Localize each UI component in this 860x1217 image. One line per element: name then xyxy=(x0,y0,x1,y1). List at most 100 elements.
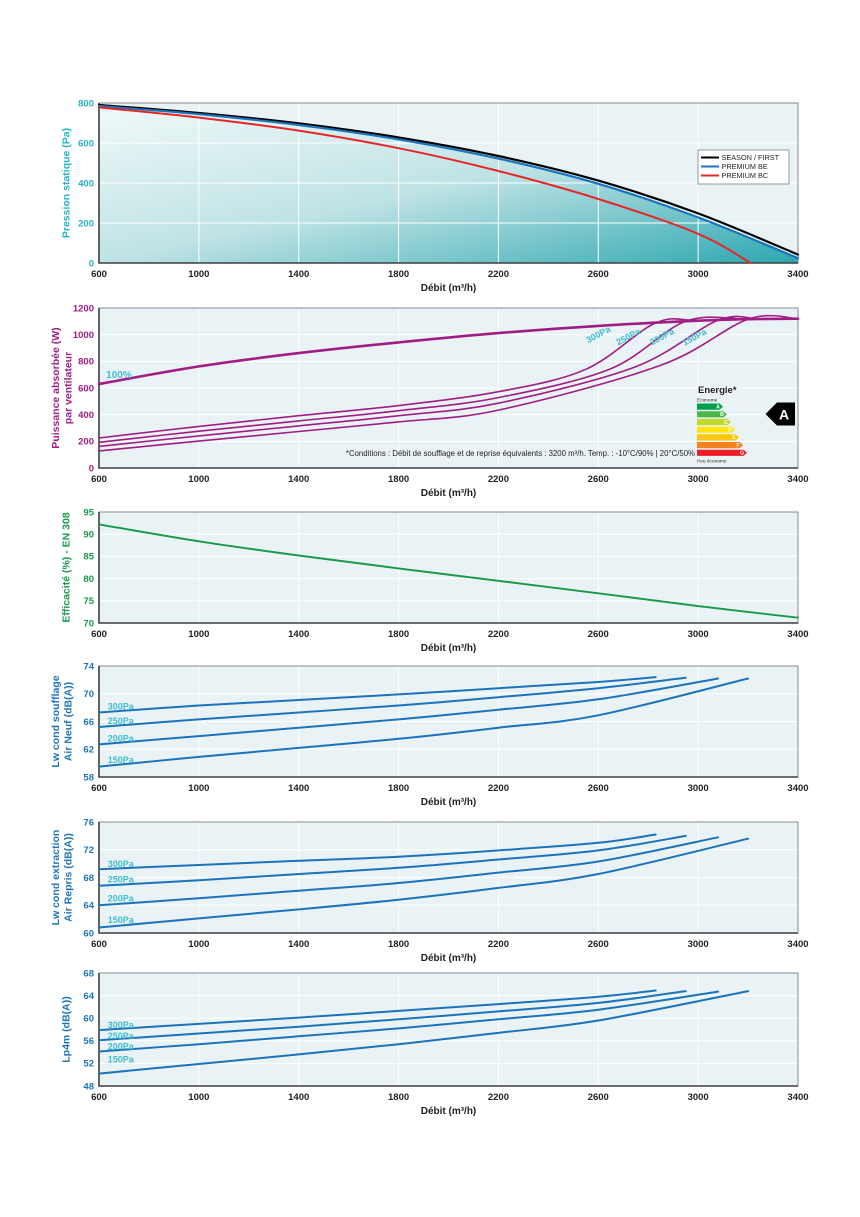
x-tick-label: 1400 xyxy=(288,269,309,280)
conditions-note: *Conditions : Débit de soufflage et de r… xyxy=(346,449,695,458)
y-tick-label: 52 xyxy=(83,1059,94,1070)
x-tick-label: 1800 xyxy=(388,783,409,794)
x-tick-label: 600 xyxy=(91,783,107,794)
x-tick-label: 600 xyxy=(91,474,107,485)
series-300pa xyxy=(98,833,657,871)
series-250pa xyxy=(98,834,687,887)
curve-label: 250Pa xyxy=(108,716,135,726)
x-axis-title: Débit (m³/h) xyxy=(421,1106,477,1117)
series-150pa xyxy=(98,677,750,768)
axis-lines xyxy=(98,973,798,1087)
y-tick-label: 60 xyxy=(83,928,94,939)
axis-lines xyxy=(98,103,798,264)
energy-grade-bar-d xyxy=(697,426,735,433)
y-tick-label: 66 xyxy=(83,717,94,728)
y-tick-label: 48 xyxy=(83,1081,94,1092)
y-tick-label: 68 xyxy=(83,968,94,979)
y-tick-label: 400 xyxy=(78,178,94,189)
y-axis-title: Efficacité (%) - EN 308 xyxy=(61,512,73,622)
y-tick-label: 76 xyxy=(83,817,94,828)
x-tick-label: 1400 xyxy=(288,783,309,794)
plot-background xyxy=(99,973,798,1086)
y-tick-label: 68 xyxy=(83,873,94,884)
x-tick-label: 1400 xyxy=(288,1092,309,1103)
x-tick-label: 2200 xyxy=(488,474,509,485)
x-tick-label: 1800 xyxy=(388,939,409,950)
energy-grade-letter-f: F xyxy=(736,443,739,449)
y-axis-title: Puissance absorbée (W) xyxy=(50,327,62,448)
series-premium-bc xyxy=(98,106,752,264)
y-tick-label: 80 xyxy=(83,574,94,585)
energy-rating-letter: A xyxy=(779,406,789,422)
energy-scale-top: Econome xyxy=(697,398,718,404)
x-tick-label: 3000 xyxy=(688,629,709,640)
energy-title: Energie* xyxy=(698,385,737,396)
x-tick-label: 2200 xyxy=(488,629,509,640)
series-premium-be xyxy=(97,104,800,260)
x-tick-label: 3000 xyxy=(688,939,709,950)
x-tick-label: 2600 xyxy=(588,474,609,485)
curve-label: 100% xyxy=(106,370,132,381)
x-tick-label: 1000 xyxy=(188,1092,209,1103)
series-250pa xyxy=(98,990,687,1042)
y-tick-label: 0 xyxy=(89,258,94,269)
curve-label: 250Pa xyxy=(108,1031,135,1041)
y-tick-label: 62 xyxy=(83,745,94,756)
x-tick-label: 600 xyxy=(91,269,107,280)
y-tick-label: 0 xyxy=(89,463,94,474)
x-tick-label: 3400 xyxy=(787,629,808,640)
axis-lines xyxy=(98,512,798,624)
energy-grade-letter-g: G xyxy=(740,451,744,457)
y-tick-label: 58 xyxy=(83,772,94,783)
curve-label: 300Pa xyxy=(108,701,135,711)
energy-grade-bar-e xyxy=(697,434,739,441)
axis-lines xyxy=(98,822,798,934)
x-axis-title: Débit (m³/h) xyxy=(421,953,477,964)
series-300pa xyxy=(98,676,657,714)
x-tick-label: 1000 xyxy=(188,629,209,640)
curve-label: 250Pa xyxy=(108,875,135,885)
x-tick-label: 3000 xyxy=(688,1092,709,1103)
x-tick-label: 3400 xyxy=(787,1092,808,1103)
curve-label: 300Pa xyxy=(108,1020,135,1030)
y-axis-title: Air Neuf (dB(A)) xyxy=(63,682,75,761)
chart-lw-cond-extraction: 60 64 68 72 76 600 1000 1400 1800 2200 2600 3000 340… xyxy=(50,817,808,964)
x-tick-label: 2200 xyxy=(488,269,509,280)
y-tick-label: 74 xyxy=(83,661,94,672)
x-tick-label: 600 xyxy=(91,629,107,640)
y-axis-title: par ventilateur xyxy=(63,352,75,424)
curve-label: 200Pa xyxy=(108,1042,135,1052)
legend-label: PREMIUM BE xyxy=(722,162,768,171)
x-tick-label: 1000 xyxy=(188,783,209,794)
x-tick-label: 1800 xyxy=(388,269,409,280)
x-tick-label: 2600 xyxy=(588,1092,609,1103)
x-tick-label: 1400 xyxy=(288,939,309,950)
energy-grade-letter-a: A xyxy=(716,404,720,410)
x-tick-label: 1800 xyxy=(388,1092,409,1103)
y-tick-label: 85 xyxy=(83,552,94,563)
series-season-first xyxy=(97,103,800,256)
x-axis-title: Débit (m³/h) xyxy=(421,797,477,808)
x-tick-label: 3400 xyxy=(787,783,808,794)
chart-lw-cond-soufflage: 58 62 66 70 74 600 1000 1400 1800 2200 2600 3000 340… xyxy=(50,661,808,808)
x-tick-label: 1000 xyxy=(188,269,209,280)
x-tick-label: 3400 xyxy=(787,269,808,280)
curve-label: 200Pa xyxy=(108,733,135,743)
energy-grade-letter-e: E xyxy=(732,435,736,441)
energy-grade-letter-d: D xyxy=(728,428,732,434)
x-tick-label: 1800 xyxy=(388,474,409,485)
energy-scale-bottom: Peu économe xyxy=(697,459,727,465)
curve-label: 150Pa xyxy=(108,1055,135,1065)
chart-efficacite-en308: 70 75 80 85 90 95 600 1000 1400 1800 2200 2600 3000 3… xyxy=(61,507,809,654)
x-tick-label: 1400 xyxy=(288,474,309,485)
chart-puissance-absorbee: 0 200 400 600 800 1000 1200 600 1000 1400 1800 2200… xyxy=(50,303,808,499)
series-250pa xyxy=(98,316,799,444)
y-tick-label: 60 xyxy=(83,1014,94,1025)
series-150pa xyxy=(98,990,750,1075)
x-tick-label: 1000 xyxy=(188,939,209,950)
y-axis-title: Air Repris (dB(A)) xyxy=(63,833,75,922)
x-tick-label: 600 xyxy=(91,939,107,950)
y-axis-title: Pression statique (Pa) xyxy=(61,128,73,238)
legend-box xyxy=(697,149,790,185)
